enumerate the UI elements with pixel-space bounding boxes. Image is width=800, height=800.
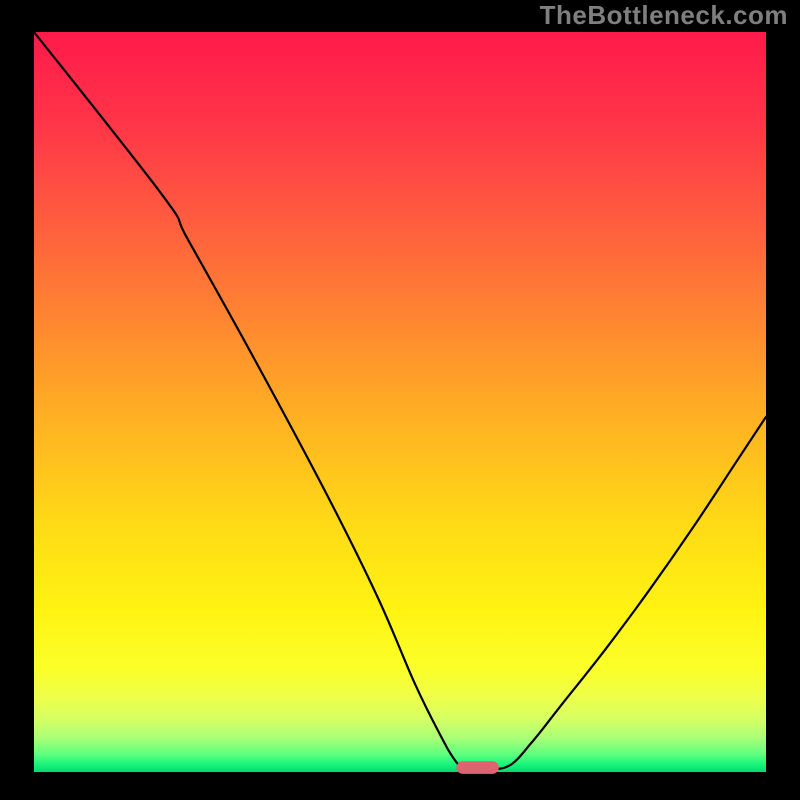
plot-background <box>34 32 766 772</box>
optimum-marker <box>456 761 498 774</box>
watermark-text: TheBottleneck.com <box>540 0 788 31</box>
chart-stage: TheBottleneck.com <box>0 0 800 800</box>
bottleneck-chart <box>0 0 800 800</box>
